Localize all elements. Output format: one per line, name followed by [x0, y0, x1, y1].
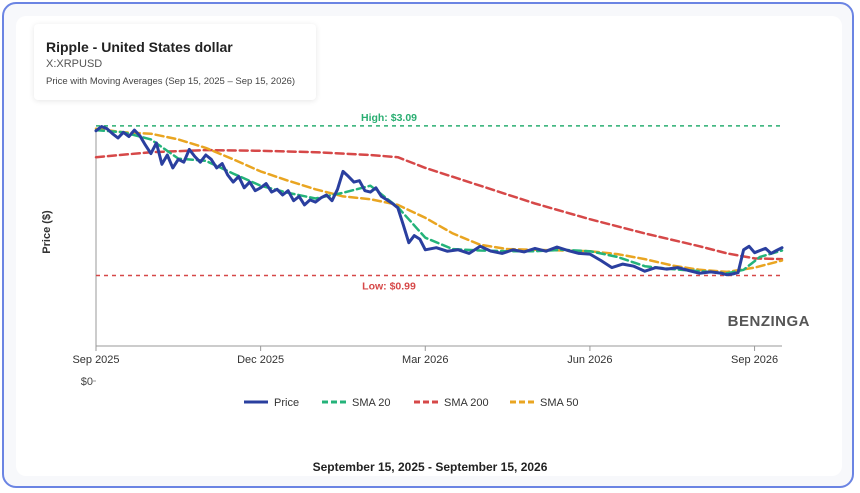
y-axis-label: Price ($): [41, 210, 53, 254]
ticker-symbol: X:XRPUSD: [46, 58, 103, 70]
chart-subtitle: Price with Moving Averages (Sep 15, 2025…: [46, 76, 296, 87]
x-tick-label: Mar 2026: [402, 354, 448, 366]
y-tick-label-zero: $0: [81, 376, 93, 388]
legend-label-sma-20: SMA 20: [352, 397, 391, 409]
series-line-price: [94, 125, 784, 277]
legend-label-sma-200: SMA 200: [444, 397, 489, 409]
chart-title-box: Ripple - United States dollar X:XRPUSD P…: [34, 24, 316, 100]
benzinga-watermark: BENZINGA: [728, 313, 810, 330]
x-tick-label: Dec 2025: [237, 354, 284, 366]
high-label: High: $3.09: [361, 112, 417, 124]
low-label: Low: $0.99: [362, 280, 416, 292]
x-tick-label: Sep 2026: [731, 354, 778, 366]
chart-title: Ripple - United States dollar: [46, 39, 233, 55]
series-line-sma-50: [94, 127, 784, 274]
x-tick-label: Jun 2026: [567, 354, 612, 366]
legend-label-sma-50: SMA 50: [540, 397, 579, 409]
series-line-sma-200: [94, 148, 784, 261]
legend-label-price: Price: [274, 397, 299, 409]
date-range-footer: September 15, 2025 - September 15, 2026: [312, 460, 548, 474]
x-tick-label: Sep 2025: [72, 354, 119, 366]
